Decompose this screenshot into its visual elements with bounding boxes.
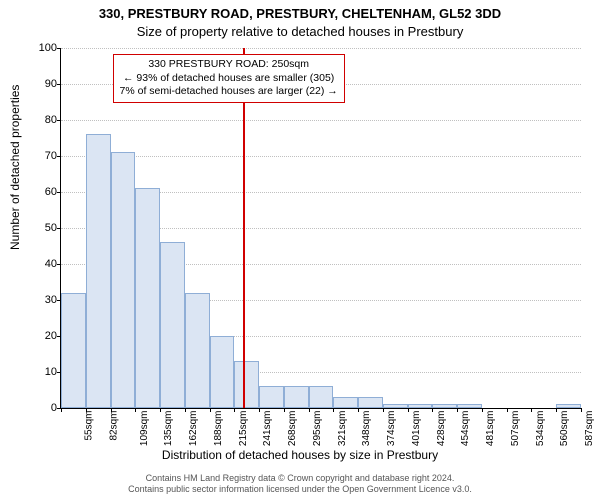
gridline	[61, 48, 581, 49]
histogram-bar	[86, 134, 111, 408]
histogram-bar	[383, 404, 408, 408]
chart-subtitle: Size of property relative to detached ho…	[0, 24, 600, 39]
x-tick-mark	[408, 408, 409, 412]
x-tick-mark	[333, 408, 334, 412]
x-tick-label: 55sqm	[84, 411, 95, 441]
x-tick-mark	[259, 408, 260, 412]
x-tick-label: 401sqm	[411, 411, 422, 447]
x-tick-label: 560sqm	[560, 411, 571, 447]
x-tick-mark	[61, 408, 62, 412]
x-tick-mark	[284, 408, 285, 412]
y-tick-label: 50	[31, 222, 57, 234]
y-tick-label: 60	[31, 186, 57, 198]
x-tick-mark	[507, 408, 508, 412]
chart-container: 330, PRESTBURY ROAD, PRESTBURY, CHELTENH…	[0, 0, 600, 500]
x-tick-mark	[383, 408, 384, 412]
x-axis-label: Distribution of detached houses by size …	[0, 448, 600, 462]
y-tick-label: 100	[31, 42, 57, 54]
histogram-bar	[61, 293, 86, 408]
x-tick-mark	[160, 408, 161, 412]
histogram-bar	[358, 397, 383, 408]
attribution-line-1: Contains HM Land Registry data © Crown c…	[0, 473, 600, 485]
histogram-bar	[284, 386, 309, 408]
y-tick-mark	[57, 48, 61, 49]
y-tick-mark	[57, 228, 61, 229]
y-axis-label: Number of detached properties	[8, 85, 22, 250]
x-tick-mark	[581, 408, 582, 412]
x-tick-label: 135sqm	[163, 411, 174, 447]
histogram-bar	[234, 361, 259, 408]
x-tick-label: 82sqm	[108, 411, 119, 441]
x-tick-mark	[111, 408, 112, 412]
y-tick-mark	[57, 192, 61, 193]
info-line-2: ← 93% of detached houses are smaller (30…	[120, 72, 338, 86]
x-tick-mark	[432, 408, 433, 412]
x-tick-label: 374sqm	[386, 411, 397, 447]
x-tick-mark	[556, 408, 557, 412]
x-tick-label: 268sqm	[287, 411, 298, 447]
x-tick-label: 162sqm	[188, 411, 199, 447]
y-tick-label: 40	[31, 258, 57, 270]
x-tick-mark	[309, 408, 310, 412]
x-tick-label: 454sqm	[461, 411, 472, 447]
x-tick-label: 321sqm	[337, 411, 348, 447]
x-tick-label: 295sqm	[312, 411, 323, 447]
x-tick-mark	[210, 408, 211, 412]
histogram-bar	[160, 242, 185, 408]
attribution-line-2: Contains public sector information licen…	[0, 484, 600, 496]
x-tick-label: 534sqm	[535, 411, 546, 447]
info-line-1: 330 PRESTBURY ROAD: 250sqm	[120, 58, 338, 72]
histogram-bar	[135, 188, 160, 408]
x-tick-mark	[358, 408, 359, 412]
x-tick-label: 241sqm	[262, 411, 273, 447]
y-tick-mark	[57, 84, 61, 85]
y-tick-label: 80	[31, 114, 57, 126]
y-tick-mark	[57, 156, 61, 157]
histogram-bar	[432, 404, 457, 408]
histogram-bar	[259, 386, 284, 408]
x-tick-mark	[531, 408, 532, 412]
chart-title-address: 330, PRESTBURY ROAD, PRESTBURY, CHELTENH…	[0, 6, 600, 21]
x-tick-label: 188sqm	[213, 411, 224, 447]
histogram-bar	[457, 404, 482, 408]
y-tick-label: 30	[31, 294, 57, 306]
x-tick-mark	[185, 408, 186, 412]
x-tick-label: 428sqm	[436, 411, 447, 447]
x-tick-mark	[234, 408, 235, 412]
y-tick-label: 90	[31, 78, 57, 90]
x-tick-label: 481sqm	[485, 411, 496, 447]
x-tick-mark	[482, 408, 483, 412]
histogram-bar	[111, 152, 136, 408]
x-tick-label: 587sqm	[584, 411, 595, 447]
x-tick-mark	[135, 408, 136, 412]
y-tick-label: 0	[31, 402, 57, 414]
y-tick-label: 70	[31, 150, 57, 162]
histogram-bar	[556, 404, 581, 408]
y-tick-mark	[57, 120, 61, 121]
x-tick-label: 109sqm	[139, 411, 150, 447]
gridline	[61, 120, 581, 121]
y-tick-label: 10	[31, 366, 57, 378]
histogram-bar	[408, 404, 433, 408]
plot-area: 010203040506070809010055sqm82sqm109sqm13…	[60, 48, 581, 409]
x-tick-label: 348sqm	[361, 411, 372, 447]
x-tick-label: 215sqm	[238, 411, 249, 447]
attribution-text: Contains HM Land Registry data © Crown c…	[0, 473, 600, 496]
histogram-bar	[185, 293, 210, 408]
histogram-bar	[333, 397, 358, 408]
histogram-bar	[210, 336, 235, 408]
x-tick-label: 507sqm	[510, 411, 521, 447]
info-line-3: 7% of semi-detached houses are larger (2…	[120, 85, 338, 99]
x-tick-mark	[457, 408, 458, 412]
gridline	[61, 156, 581, 157]
histogram-bar	[309, 386, 334, 408]
y-tick-mark	[57, 264, 61, 265]
marker-info-box: 330 PRESTBURY ROAD: 250sqm ← 93% of deta…	[113, 54, 345, 103]
y-tick-label: 20	[31, 330, 57, 342]
x-tick-mark	[86, 408, 87, 412]
